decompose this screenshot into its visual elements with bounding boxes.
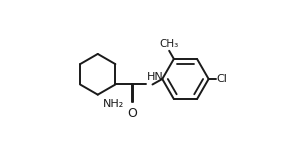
Text: HN: HN bbox=[147, 72, 163, 82]
Text: Cl: Cl bbox=[217, 74, 227, 84]
Text: CH₃: CH₃ bbox=[159, 39, 179, 49]
Text: O: O bbox=[128, 107, 137, 120]
Text: NH₂: NH₂ bbox=[103, 99, 124, 109]
